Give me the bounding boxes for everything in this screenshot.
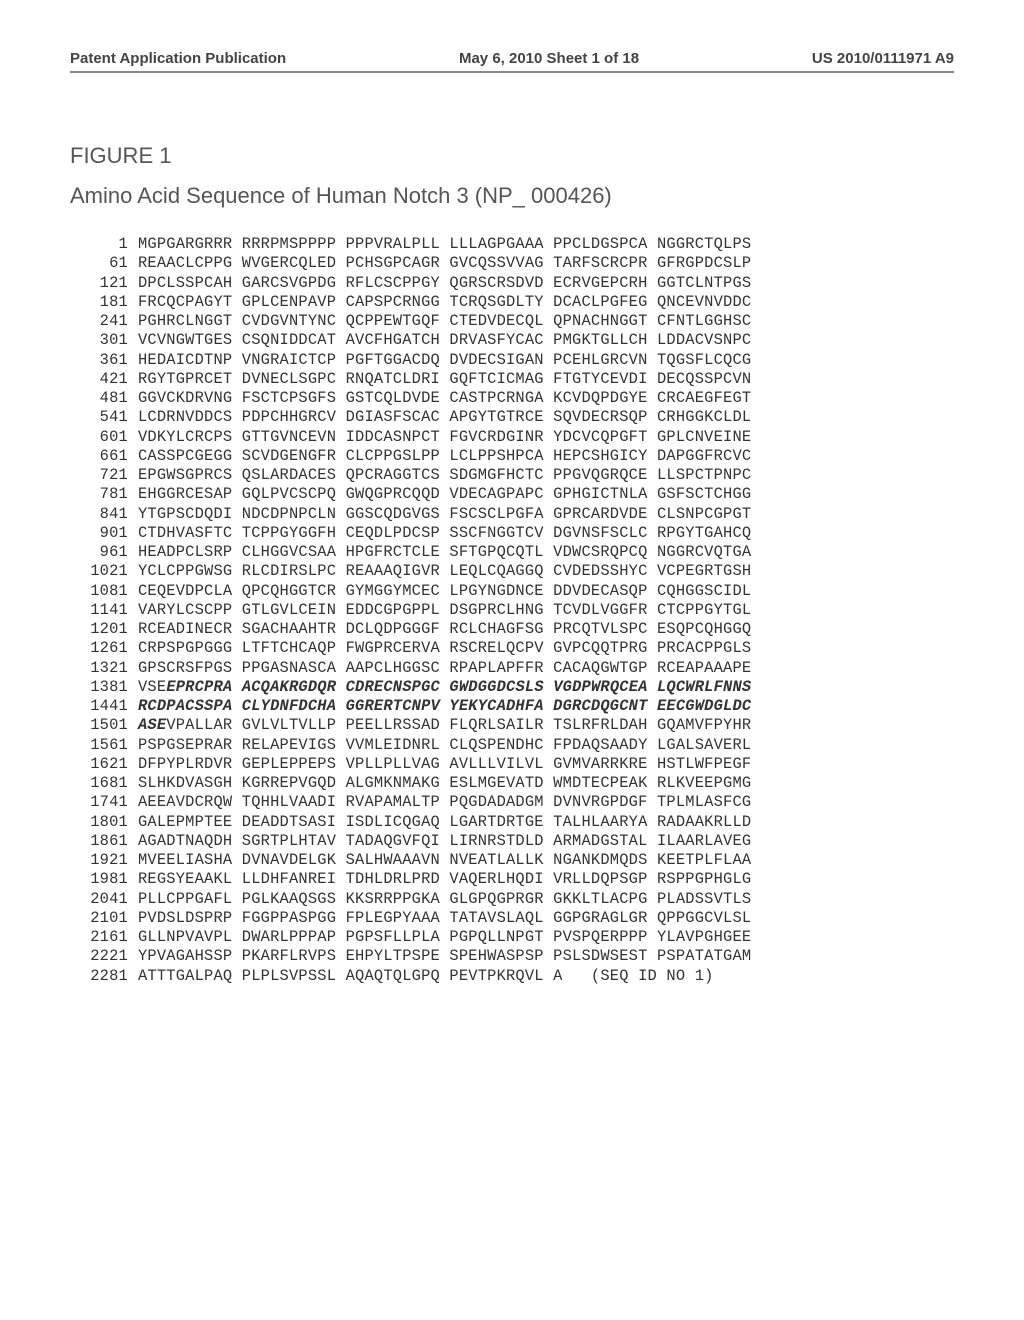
sequence-row: 361HEDAICDTNP VNGRAICTCP PGFTGGACDQ DVDE… <box>70 351 954 370</box>
sequence-row: 1021YCLCPPGWSG RLCDIRSLPC REAAAQIGVR LEQ… <box>70 562 954 581</box>
sequence-row: 2281ATTTGALPAQ PLPLSVPSSL AQAQTQLGPQ PEV… <box>70 967 954 986</box>
sequence-row: 1081CEQEVDPCLA QPCQHGGTCR GYMGGYMCEC LPG… <box>70 582 954 601</box>
sequence-row: 301VCVNGWTGES CSQNIDDCAT AVCFHGATCH DRVA… <box>70 331 954 350</box>
figure-subtitle: Amino Acid Sequence of Human Notch 3 (NP… <box>70 183 954 209</box>
sequence-row: 2101PVDSLDSPRP FGGPPASPGG FPLEGPYAAA TAT… <box>70 909 954 928</box>
sequence-row: 601VDKYLCRCPS GTTGVNCEVN IDDCASNPCT FGVC… <box>70 428 954 447</box>
sequence-row: 721EPGWSGPRCS QSLARDACES QPCRAGGTCS SDGM… <box>70 466 954 485</box>
sequence-row: 181FRCQCPAGYT GPLCENPAVP CAPSPCRNGG TCRQ… <box>70 293 954 312</box>
sequence-row: 1921MVEELIASHA DVNAVDELGK SALHWAAAVN NVE… <box>70 851 954 870</box>
sequence-row: 1681SLHKDVASGH KGRREPVGQD ALGMKNMAKG ESL… <box>70 774 954 793</box>
sequence-row: 1201RCEADINECR SGACHAAHTR DCLQDPGGGF RCL… <box>70 620 954 639</box>
sequence-row: 1861AGADTNAQDH SGRTPLHTAV TADAQGVFQI LIR… <box>70 832 954 851</box>
sequence-row: 1981REGSYEAAKL LLDHFANREI TDHLDRLPRD VAQ… <box>70 870 954 889</box>
sequence-row: 2161GLLNPVAVPL DWARLPPPAP PGPSFLLPLA PGP… <box>70 928 954 947</box>
sequence-row: 61REAACLCPPG WVGERCQLED PCHSGPCAGR GVCQS… <box>70 254 954 273</box>
sequence-row: 1381VSEEPRCPRA ACQAKRGDQR CDRECNSPGC GWD… <box>70 678 954 697</box>
sequence-row: 1621DFPYPLRDVR GEPLEPPEPS VPLLPLLVAG AVL… <box>70 755 954 774</box>
sequence-row: 2221YPVAGAHSSP PKARFLRVPS EHPYLTPSPE SPE… <box>70 947 954 966</box>
sequence-row: 781EHGGRCESAP GQLPVCSCPQ GWQGPRCQQD VDEC… <box>70 485 954 504</box>
sequence-row: 1741AEEAVDCRQW TQHHLVAADI RVAPAMALTP PQG… <box>70 793 954 812</box>
sequence-row: 901CTDHVASFTC TCPPGYGGFH CEQDLPDCSP SSCF… <box>70 524 954 543</box>
header-left: Patent Application Publication <box>70 50 286 67</box>
sequence-row: 1801GALEPMPTEE DEADDTSASI ISDLICQGAQ LGA… <box>70 813 954 832</box>
sequence-row: 1321GPSCRSFPGS PPGASNASCA AAPCLHGGSC RPA… <box>70 659 954 678</box>
sequence-row: 421RGYTGPRCET DVNECLSGPC RNQATCLDRI GQFT… <box>70 370 954 389</box>
header-right: US 2010/0111971 A9 <box>812 50 954 67</box>
sequence-row: 661CASSPCGEGG SCVDGENGFR CLCPPGSLPP LCLP… <box>70 447 954 466</box>
sequence-block: 1MGPGARGRRR RRRPMSPPPP PPPVRALPLL LLLAGP… <box>70 235 954 986</box>
sequence-row: 1141VARYLCSCPP GTLGVLCEIN EDDCGPGPPL DSG… <box>70 601 954 620</box>
sequence-row: 241PGHRCLNGGT CVDGVNTYNC QCPPEWTGQF CTED… <box>70 312 954 331</box>
sequence-row: 121DPCLSSPCAH GARCSVGPDG RFLCSCPPGY QGRS… <box>70 274 954 293</box>
sequence-row: 961HEADPCLSRP CLHGGVCSAA HPGFRCTCLE SFTG… <box>70 543 954 562</box>
sequence-row: 1501ASEVPALLAR GVLVLTVLLP PEELLRSSAD FLQ… <box>70 716 954 735</box>
sequence-row: 1561PSPGSEPRAR RELAPEVIGS VVMLEIDNRL CLQ… <box>70 736 954 755</box>
page: Patent Application Publication May 6, 20… <box>0 0 1024 1320</box>
figure-title: FIGURE 1 <box>70 143 954 169</box>
sequence-row: 541LCDRNVDDCS PDPCHHGRCV DGIASFSCAC APGY… <box>70 408 954 427</box>
sequence-row: 1261CRPSPGPGGG LTFTCHCAQP FWGPRCERVA RSC… <box>70 639 954 658</box>
header: Patent Application Publication May 6, 20… <box>70 50 954 73</box>
sequence-row: 481GGVCKDRVNG FSCTCPSGFS GSTCQLDVDE CAST… <box>70 389 954 408</box>
header-center: May 6, 2010 Sheet 1 of 18 <box>459 50 639 67</box>
sequence-row: 841YTGPSCDQDI NDCDPNPCLN GGSCQDGVGS FSCS… <box>70 505 954 524</box>
sequence-row: 1441RCDPACSSPA CLYDNFDCHA GGRERTCNPV YEK… <box>70 697 954 716</box>
sequence-row: 1MGPGARGRRR RRRPMSPPPP PPPVRALPLL LLLAGP… <box>70 235 954 254</box>
sequence-row: 2041PLLCPPGAFL PGLKAAQSGS KKSRRPPGKA GLG… <box>70 890 954 909</box>
